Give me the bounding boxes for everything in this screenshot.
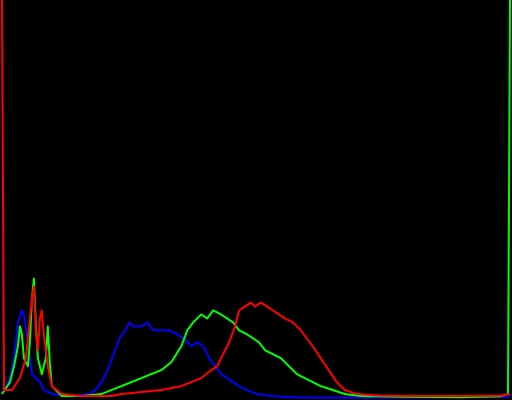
blue-series-line — [1, 309, 511, 399]
